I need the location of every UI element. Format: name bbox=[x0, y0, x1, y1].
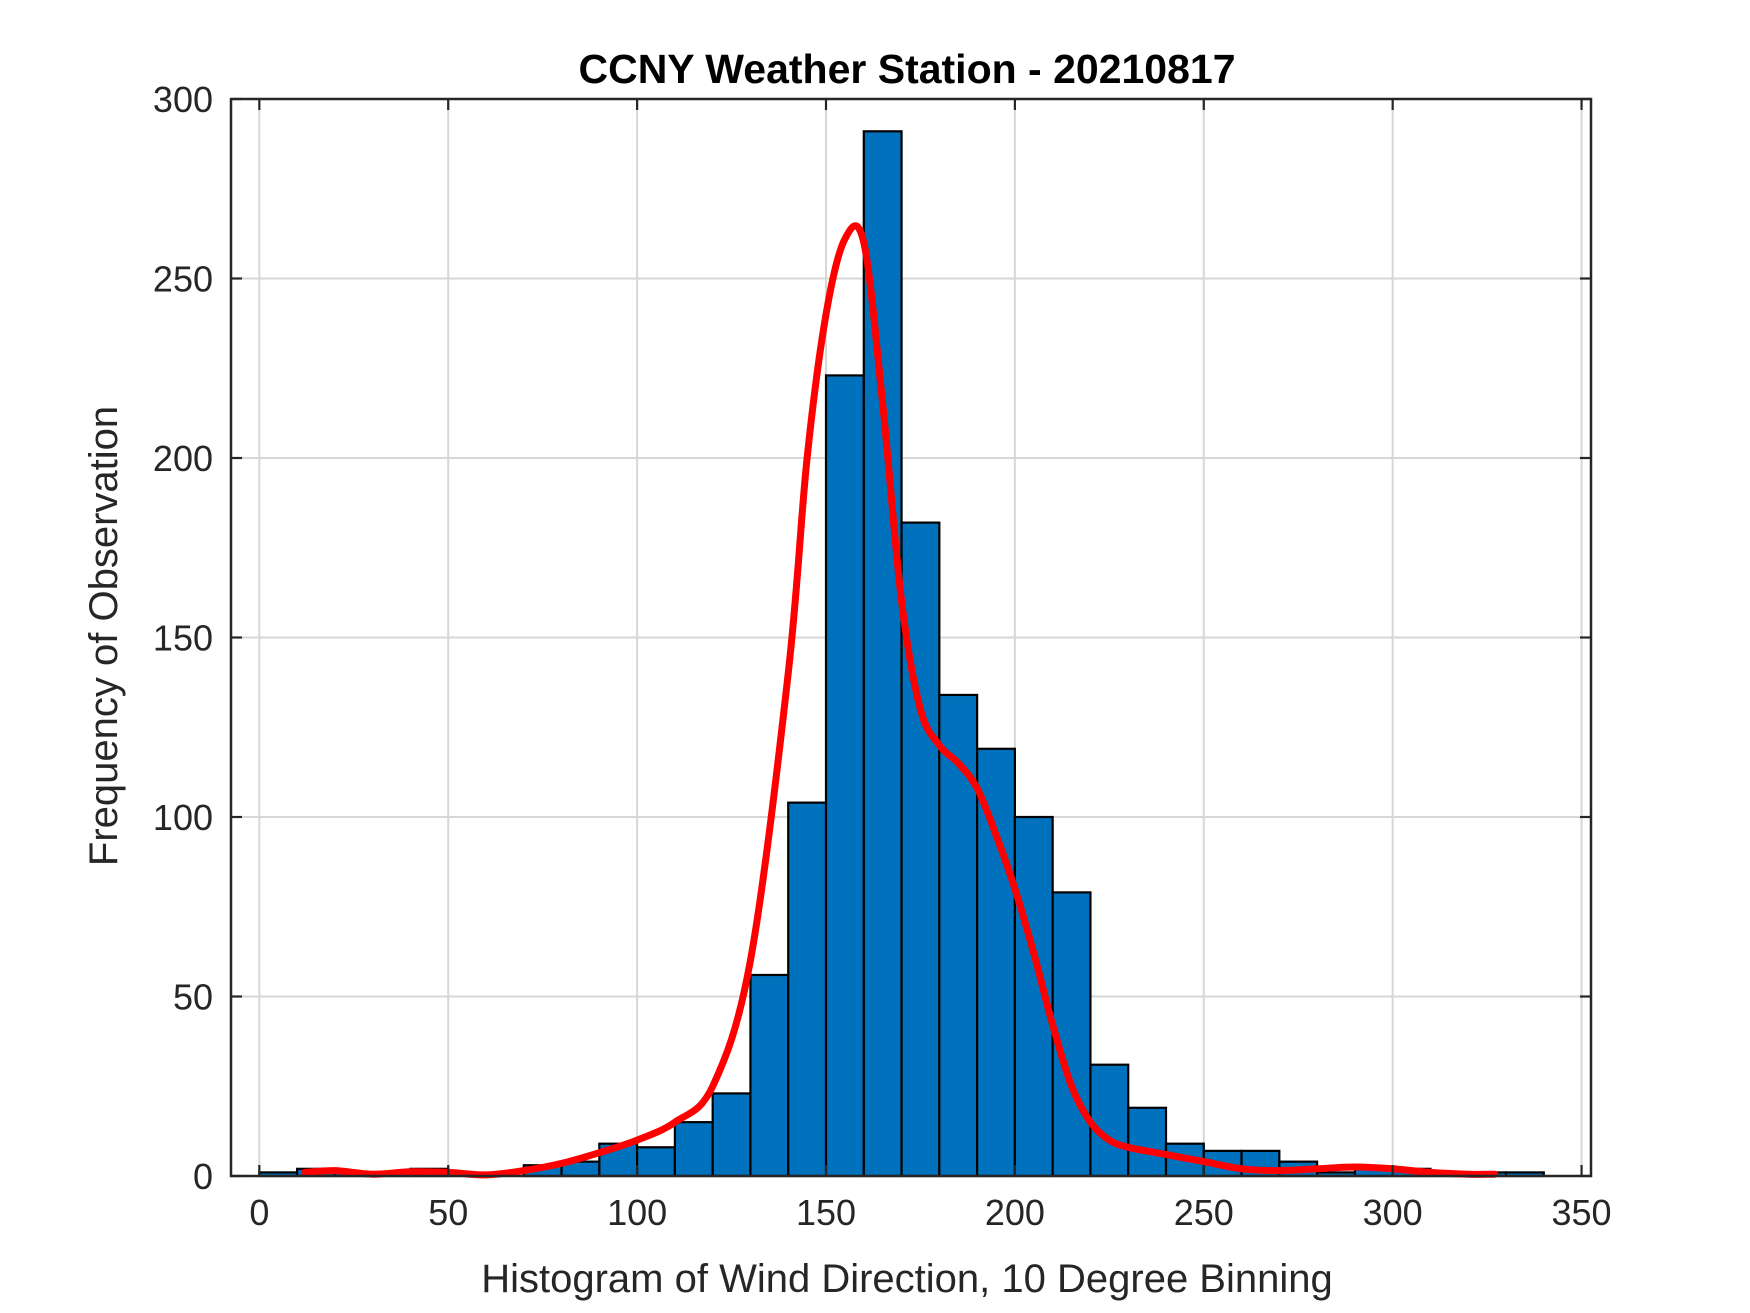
y-tick-label-250: 250 bbox=[153, 259, 213, 300]
axes bbox=[229, 97, 1593, 1178]
x-axis-label: Histogram of Wind Direction, 10 Degree B… bbox=[481, 1257, 1333, 1301]
y-axis-label: Frequency of Observation bbox=[82, 406, 126, 866]
density-curve-layer bbox=[301, 222, 1499, 1179]
histogram-bar-230 bbox=[1127, 1106, 1168, 1178]
histogram-bar-190 bbox=[976, 747, 1016, 1178]
histogram-bar-210 bbox=[1051, 891, 1092, 1178]
histogram-bar-140 bbox=[787, 801, 828, 1178]
tick-labels: 0 50 100 150 200 250 300 350 0 50 100 150 200 250 300 bbox=[153, 79, 1612, 1233]
histogram-bar-220 bbox=[1089, 1063, 1130, 1178]
y-tick-label-200: 200 bbox=[153, 438, 213, 479]
histogram-bar-110 bbox=[673, 1121, 714, 1178]
y-tick-label-0: 0 bbox=[193, 1156, 213, 1197]
y-tick-label-150: 150 bbox=[153, 618, 213, 659]
y-tick-label-300: 300 bbox=[153, 79, 213, 120]
y-tick-label-100: 100 bbox=[153, 797, 213, 838]
x-tick-label-250: 250 bbox=[1174, 1192, 1234, 1233]
x-tick-label-200: 200 bbox=[985, 1192, 1045, 1233]
histogram-bar-150 bbox=[824, 374, 865, 1178]
chart-title: CCNY Weather Station - 20210817 bbox=[578, 46, 1235, 92]
histogram-bar-130 bbox=[749, 973, 790, 1178]
x-tick-label-150: 150 bbox=[796, 1192, 856, 1233]
x-tick-label-100: 100 bbox=[607, 1192, 667, 1233]
histogram-bar-100 bbox=[636, 1146, 676, 1178]
x-tick-label-0: 0 bbox=[249, 1192, 269, 1233]
x-tick-label-50: 50 bbox=[428, 1192, 468, 1233]
density-curve-line bbox=[301, 222, 1499, 1179]
y-tick-label-50: 50 bbox=[173, 977, 213, 1018]
x-tick-label-300: 300 bbox=[1363, 1192, 1423, 1233]
histogram-bar-120 bbox=[711, 1092, 752, 1178]
histogram-bars bbox=[258, 130, 1545, 1178]
x-tick-label-350: 350 bbox=[1552, 1192, 1612, 1233]
